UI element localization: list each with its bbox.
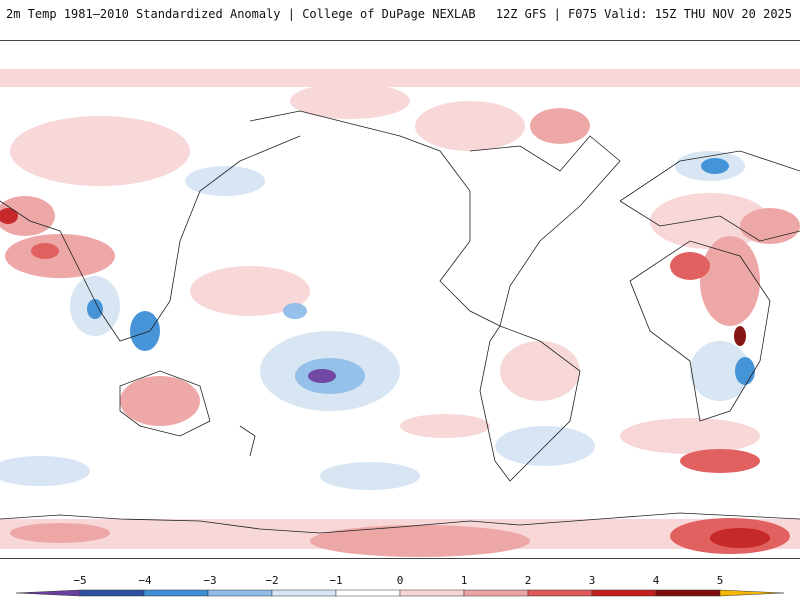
coast-north-america-west: [249, 110, 501, 327]
colorbar-label: −4: [138, 574, 152, 587]
colorbar-label: 4: [652, 574, 660, 587]
hot-spot-east-africa: [734, 326, 746, 346]
colorbar-segment: [271, 589, 337, 597]
hot-spot-china: [31, 243, 59, 259]
coast-europe-asia: [619, 150, 800, 242]
colorbar-segment: [399, 589, 465, 597]
colorbar-segment: [463, 589, 529, 597]
hot-spot-west: [0, 208, 18, 224]
colorbar-label: −5: [73, 574, 87, 587]
cool-area-southern-africa: [690, 341, 750, 401]
colorbar-scale: [15, 589, 785, 597]
warm-band-north: [0, 69, 800, 87]
colorbar-label: 2: [524, 574, 532, 587]
map-canvas: [0, 41, 800, 558]
colorbar-label: −2: [265, 574, 279, 587]
coast-antarctica: [0, 512, 800, 534]
colorbar-label: 0: [396, 574, 404, 587]
warm-area-antarctic-west: [10, 523, 110, 543]
warm-area-west-edge: [0, 196, 55, 236]
warm-area-greenland: [530, 108, 590, 144]
warm-area-antarctic: [310, 525, 530, 557]
warm-area-southern-ocean: [680, 449, 760, 473]
model-valid-time: 12Z GFS | F075 Valid: 15Z THU NOV 20 202…: [495, 7, 792, 21]
colorbar: −5 −4 −3 −2 −1 0 1 2 3 4 5: [0, 570, 800, 600]
cool-core-indochina: [87, 299, 103, 319]
warm-area-mideast: [650, 193, 770, 249]
warm-area-east-africa: [700, 236, 760, 326]
cool-core-mozambique: [735, 357, 755, 385]
warm-area-brazil: [500, 341, 580, 401]
colorbar-segment: [335, 589, 401, 597]
header: 2m Temp 1981–2010 Standardized Anomaly |…: [0, 0, 800, 30]
colorbar-segment: [143, 589, 209, 597]
warm-area-australia: [120, 376, 200, 426]
colorbar-low-extension: [15, 589, 81, 597]
coast-north-america-east: [469, 135, 621, 327]
map-title: 2m Temp 1981–2010 Standardized Anomaly |…: [6, 7, 476, 21]
cool-area-southern-pacific: [320, 462, 420, 490]
colorbar-high-extension: [719, 589, 785, 597]
colorbar-segment: [207, 589, 273, 597]
colorbar-label: −1: [329, 574, 343, 587]
cool-core-philippines: [130, 311, 160, 351]
colorbar-segment: [527, 589, 593, 597]
coastlines: [0, 110, 800, 534]
cold-spot-central-pacific: [308, 369, 336, 383]
coast-australia: [119, 370, 211, 437]
coast-africa: [629, 240, 771, 422]
colorbar-label: 5: [716, 574, 724, 587]
colorbar-segment: [655, 589, 721, 597]
cool-anomaly-fields: [0, 151, 755, 490]
anomaly-map: [0, 40, 800, 559]
colorbar-label: 1: [460, 574, 468, 587]
coast-new-zealand: [239, 425, 256, 457]
colorbar-segment: [79, 589, 145, 597]
warm-area-bering: [290, 83, 410, 119]
hot-spot-sahara: [670, 252, 710, 280]
cool-area-indian-ocean: [0, 456, 90, 486]
warm-area-south-pacific: [400, 414, 490, 438]
cool-spot-hawaii: [283, 303, 307, 319]
cool-core-scandinavia: [701, 158, 729, 174]
warm-area-canada: [415, 101, 525, 151]
coast-east-asia: [0, 135, 301, 342]
colorbar-label: 3: [588, 574, 596, 587]
warm-anomaly-fields: [0, 69, 800, 557]
colorbar-label: −3: [203, 574, 217, 587]
colorbar-segment: [591, 589, 657, 597]
warm-area-south-atlantic: [620, 418, 760, 454]
warm-area-west-pacific: [190, 266, 310, 316]
warm-area-siberia: [10, 116, 190, 186]
cool-area-north-pacific: [185, 166, 265, 196]
hot-spot-antarctic: [710, 528, 770, 548]
coast-south-america: [479, 325, 581, 482]
warm-area-china: [5, 234, 115, 278]
